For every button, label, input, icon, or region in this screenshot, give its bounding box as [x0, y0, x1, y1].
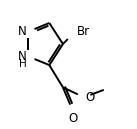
Text: O: O	[68, 112, 77, 125]
Text: O: O	[85, 91, 95, 104]
Text: H: H	[19, 59, 26, 69]
Text: N: N	[18, 50, 26, 63]
Text: Br: Br	[77, 25, 90, 38]
Text: N: N	[18, 25, 26, 38]
